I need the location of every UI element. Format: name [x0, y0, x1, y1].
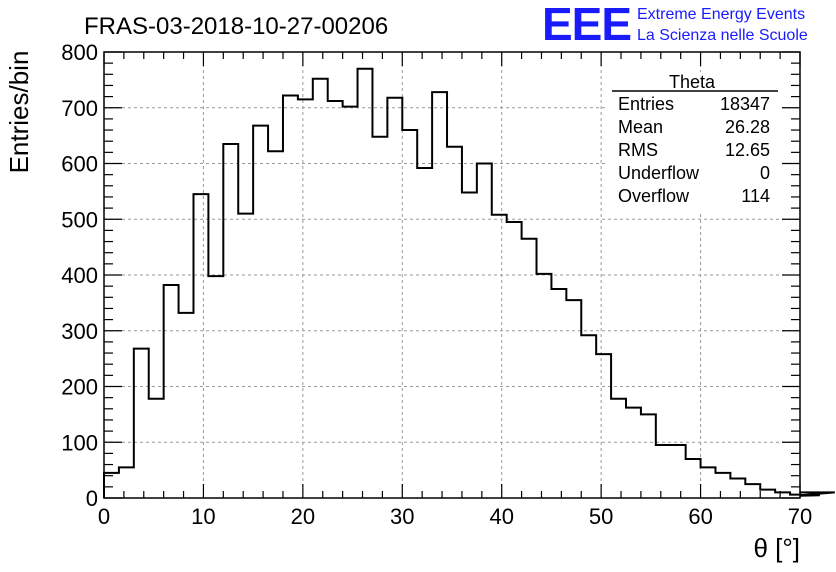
histogram-bin [686, 459, 701, 498]
histogram-bin [134, 349, 149, 498]
eee-logo: EEE [542, 0, 631, 50]
histogram-bin [730, 478, 745, 498]
x-tick-label: 30 [390, 504, 414, 529]
stats-label-mean: Mean [618, 117, 663, 137]
stats-label-underflow: Underflow [618, 163, 700, 183]
x-tick-label: 50 [589, 504, 613, 529]
histogram-bin [447, 147, 462, 498]
histogram-bin [492, 215, 507, 498]
histogram-bin [760, 490, 775, 498]
histogram-bin [537, 274, 552, 498]
y-tick-label: 700 [61, 96, 98, 121]
histogram-bin [283, 95, 298, 498]
histogram-bin [298, 99, 313, 498]
y-tick-label: 600 [61, 152, 98, 177]
stats-label-entries: Entries [618, 94, 674, 114]
stats-box-background [606, 72, 782, 212]
histogram-bin [387, 98, 402, 498]
x-tick-label: 70 [788, 504, 812, 529]
logo-line-2: La Scienza nelle Scuole [637, 27, 808, 44]
stats-label-overflow: Overflow [618, 186, 690, 206]
histogram-bin [343, 107, 358, 498]
x-tick-label: 20 [291, 504, 315, 529]
x-tick-label: 40 [489, 504, 513, 529]
histogram-bin [164, 285, 179, 498]
histogram-bin [402, 130, 417, 498]
histogram-bin [328, 101, 343, 498]
histogram-bin [432, 92, 447, 498]
histogram-bin [626, 408, 641, 498]
axis-ticks [103, 51, 801, 499]
histogram-bin [522, 239, 537, 498]
y-tick-label: 0 [86, 486, 98, 511]
histogram-bin [358, 69, 373, 498]
y-tick-label: 200 [61, 375, 98, 400]
stats-label-rms: RMS [618, 140, 658, 160]
stats-box: Theta Entries 18347 Mean 26.28 RMS 12.65… [606, 72, 782, 212]
run-title: FRAS-03-2018-10-27-00206 [84, 13, 388, 40]
y-tick-label: 800 [61, 40, 98, 65]
histogram-bin [507, 222, 522, 498]
histogram-bin [119, 467, 134, 498]
histogram-bin [417, 168, 432, 498]
histogram-bin [179, 313, 194, 498]
histogram-bin [641, 414, 656, 498]
histogram-bin [462, 192, 477, 498]
grid [104, 52, 800, 498]
histogram-bin [611, 399, 626, 498]
histogram-bin [775, 492, 790, 498]
histogram-bin [715, 473, 730, 498]
stats-value-rms: 12.65 [725, 140, 770, 160]
stats-value-entries: 18347 [720, 94, 770, 114]
logo-line-1: Extreme Energy Events [637, 6, 805, 23]
histogram-bin [656, 445, 671, 498]
histogram-bin [268, 151, 283, 498]
y-tick-label: 100 [61, 430, 98, 455]
histogram-bin [313, 79, 328, 498]
histogram-bin [671, 445, 686, 498]
histogram-bin [581, 335, 596, 498]
histogram-bin [253, 126, 268, 498]
histogram-bars [103, 67, 835, 499]
histogram-bin [372, 137, 387, 498]
histogram-bin [208, 276, 223, 498]
y-axis-label: Entries/bin [4, 51, 34, 174]
histogram-bin [596, 354, 611, 498]
y-tick-label: 500 [61, 207, 98, 232]
histogram-bin [238, 214, 253, 498]
histogram-bin [104, 473, 119, 498]
histogram-bin [149, 399, 164, 498]
y-tick-label: 400 [61, 263, 98, 288]
x-tick-label: 10 [191, 504, 215, 529]
x-axis-label: θ [°] [753, 533, 800, 563]
histogram-bin [193, 194, 208, 498]
x-tick-label: 60 [688, 504, 712, 529]
x-tick-label: 0 [98, 504, 110, 529]
stats-title: Theta [669, 72, 716, 92]
stats-value-mean: 26.28 [725, 117, 770, 137]
histogram-bin [477, 164, 492, 499]
histogram-bin [223, 144, 238, 498]
histogram-bin [701, 467, 716, 498]
stats-value-underflow: 0 [760, 163, 770, 183]
stats-value-overflow: 114 [741, 186, 770, 206]
histogram-bin [745, 484, 760, 498]
histogram-bin [551, 289, 566, 498]
histogram-bin [566, 300, 581, 498]
histogram-outline [103, 67, 835, 498]
y-tick-label: 300 [61, 319, 98, 344]
